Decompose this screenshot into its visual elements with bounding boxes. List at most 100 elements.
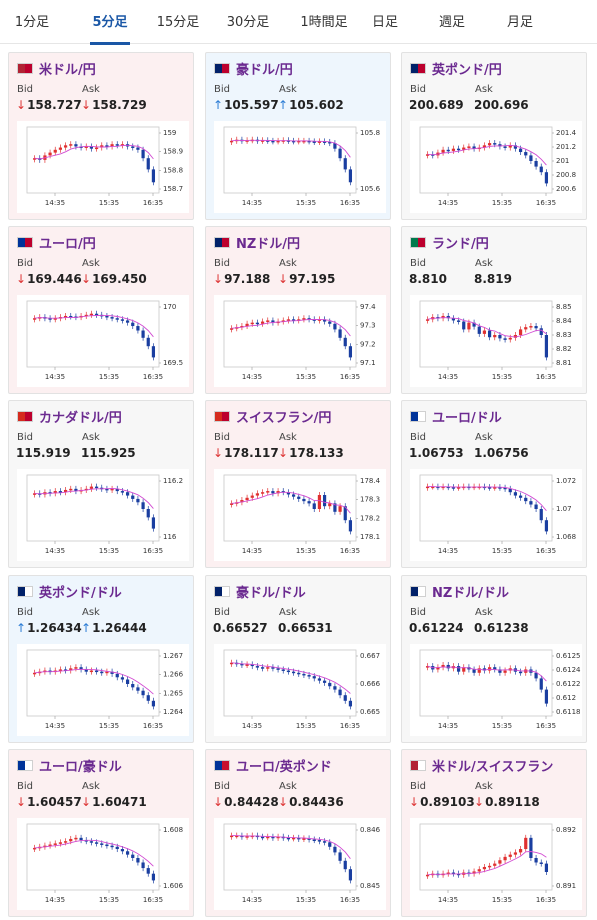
y-tick-label: 0.846 bbox=[360, 826, 381, 834]
currency-card[interactable]: ランド/円 Bid Ask 8.810 8.819 8.85 8.84 8.83 8.82 8.8… bbox=[401, 226, 587, 394]
candle bbox=[110, 488, 114, 491]
ask-value: 1.06756 bbox=[474, 446, 529, 460]
candle bbox=[524, 327, 528, 330]
currency-card[interactable]: 豪ドル/円 Bid Ask ↑105.597 ↑105.602 105.8 105.6 14:… bbox=[205, 52, 391, 220]
pair-name[interactable]: ユーロ/ドル bbox=[432, 410, 502, 426]
currency-card[interactable]: 米ドル/スイスフラン Bid Ask ↓0.89103 ↓0.89118 0.892 0.8… bbox=[401, 749, 587, 917]
tab-4[interactable]: 1時間足 bbox=[300, 15, 348, 30]
pair-name[interactable]: ユーロ/円 bbox=[39, 236, 96, 252]
candle bbox=[348, 869, 353, 881]
candle bbox=[529, 501, 533, 505]
moving-average-line bbox=[34, 488, 154, 509]
pair-name[interactable]: 豪ドル/円 bbox=[236, 62, 293, 78]
candle bbox=[250, 495, 254, 498]
currency-card[interactable]: 米ドル/円 Bid Ask ↓158.727 ↓158.729 159 158.9 158.8… bbox=[8, 52, 194, 220]
candle bbox=[271, 140, 275, 143]
currency-card[interactable]: ユーロ/豪ドル Bid Ask ↓1.60457 ↓1.60471 1.608 1.606 1… bbox=[8, 749, 194, 917]
candle bbox=[146, 509, 150, 518]
candle bbox=[151, 169, 156, 183]
pair-name[interactable]: 英ポンド/ドル bbox=[39, 585, 122, 601]
candle bbox=[297, 672, 301, 675]
pair-name[interactable]: NZドル/ドル bbox=[432, 585, 510, 601]
bid-label: Bid bbox=[17, 607, 33, 618]
y-tick-label: 201.4 bbox=[556, 129, 577, 137]
tab-3[interactable]: 30分足 bbox=[226, 15, 270, 30]
candle bbox=[255, 666, 260, 668]
y-tick-label: 0.891 bbox=[556, 882, 576, 890]
candle bbox=[74, 667, 78, 669]
ask-value: 97.195 bbox=[289, 272, 336, 286]
mini-chart[interactable]: 1.267 1.266 1.265 1.264 14:35 15:35 16:35 bbox=[17, 644, 189, 736]
currency-card[interactable]: NZドル/円 Bid Ask ↓97.188 ↓97.195 97.4 97.3 97.2 97… bbox=[205, 226, 391, 394]
tab-2[interactable]: 15分足 bbox=[156, 15, 200, 30]
currency-card[interactable]: ユーロ/円 Bid Ask ↓169.446 ↓169.450 170 169.5 14:35… bbox=[8, 226, 194, 394]
candle bbox=[89, 841, 94, 843]
candle bbox=[151, 346, 156, 358]
candle bbox=[146, 695, 150, 701]
mini-chart[interactable]: 170 169.5 14:35 15:35 16:35 bbox=[17, 295, 189, 387]
candle bbox=[229, 328, 234, 330]
candle bbox=[260, 667, 265, 669]
mini-chart[interactable]: 0.846 0.845 14:35 15:35 16:35 bbox=[214, 818, 386, 910]
pair-name[interactable]: 米ドル/円 bbox=[39, 62, 96, 78]
pair-name[interactable]: NZドル/円 bbox=[236, 236, 301, 252]
currency-card[interactable]: ユーロ/ドル Bid Ask 1.06753 1.06756 1.072 1.07 1.068… bbox=[401, 400, 587, 568]
candle bbox=[79, 667, 83, 670]
mini-chart[interactable]: 159 158.9 158.8 158.7 14:35 15:35 16:35 bbox=[17, 121, 189, 213]
mini-chart[interactable]: 0.667 0.666 0.665 14:35 15:35 16:35 bbox=[214, 644, 386, 736]
x-tick-label: 15:35 bbox=[99, 199, 119, 207]
currency-card[interactable]: 豪ドル/ドル Bid Ask 0.66527 0.66531 0.667 0.666 0.66… bbox=[205, 575, 391, 743]
candle bbox=[297, 319, 301, 321]
candle bbox=[136, 858, 140, 863]
x-tick-label: 16:35 bbox=[143, 722, 163, 730]
mini-chart[interactable]: 178.4 178.3 178.2 178.1 14:35 15:35 16:35 bbox=[214, 469, 386, 561]
candle bbox=[69, 315, 73, 318]
mini-chart[interactable]: 0.6125 0.6124 0.6122 0.612 0.6118 14:35 15:35 1… bbox=[410, 644, 582, 736]
pair-name[interactable]: カナダドル/円 bbox=[39, 410, 122, 426]
candle bbox=[456, 666, 461, 672]
mini-chart[interactable]: 1.608 1.606 14:35 15:35 16:35 bbox=[17, 818, 189, 910]
flag-icon bbox=[17, 62, 33, 74]
pair-name[interactable]: ユーロ/英ポンド bbox=[236, 759, 332, 775]
currency-card[interactable]: NZドル/ドル Bid Ask 0.61224 0.61238 0.6125 0.6124 0… bbox=[401, 575, 587, 743]
bid-value: 0.84428 bbox=[224, 795, 279, 809]
currency-card[interactable]: スイスフラン/円 Bid Ask ↓178.117 ↓178.133 178.4 178.3… bbox=[205, 400, 391, 568]
tab-5[interactable]: 日足 bbox=[371, 15, 398, 30]
currency-card[interactable]: ユーロ/英ポンド Bid Ask ↓0.84428 ↓0.84436 0.846 0.845… bbox=[205, 749, 391, 917]
flag-icon bbox=[410, 410, 426, 422]
tab-7[interactable]: 月足 bbox=[506, 15, 533, 30]
down-arrow-icon: ↓ bbox=[278, 446, 289, 460]
candle bbox=[291, 671, 296, 674]
currency-card[interactable]: 英ポンド/円 Bid Ask 200.689 200.696 201.4 201.2 201 2… bbox=[401, 52, 587, 220]
pair-name[interactable]: 英ポンド/円 bbox=[432, 62, 502, 78]
pair-name[interactable]: スイスフラン/円 bbox=[236, 410, 332, 426]
candlestick-chart: 116.2 116 14:35 15:35 16:35 bbox=[26, 474, 183, 555]
candle bbox=[302, 838, 306, 840]
pair-name[interactable]: ランド/円 bbox=[432, 236, 489, 252]
candle bbox=[456, 873, 461, 876]
bid-label: Bid bbox=[410, 607, 426, 618]
mini-chart[interactable]: 97.4 97.3 97.2 97.1 14:35 15:35 16:35 bbox=[214, 295, 386, 387]
x-tick-label: 14:35 bbox=[438, 199, 458, 207]
pair-name[interactable]: ユーロ/豪ドル bbox=[39, 759, 122, 775]
candle bbox=[74, 837, 78, 840]
mini-chart[interactable]: 201.4 201.2 201 200.8 200.6 14:35 15:35 16:35 bbox=[410, 121, 582, 213]
candle bbox=[534, 326, 538, 329]
tab-1[interactable]: 5分足 bbox=[84, 0, 136, 45]
moving-average-line bbox=[231, 491, 351, 514]
currency-card[interactable]: 英ポンド/ドル Bid Ask ↑1.26434 ↑1.26444 1.267 1.266 1… bbox=[8, 575, 194, 743]
candle bbox=[146, 868, 150, 874]
candle bbox=[487, 330, 492, 338]
card-header: ユーロ/英ポンド bbox=[214, 757, 332, 775]
mini-chart[interactable]: 8.85 8.84 8.83 8.82 8.81 14:35 15:35 16:35 bbox=[410, 295, 582, 387]
currency-card[interactable]: カナダドル/円 Bid Ask 115.919 115.925 116.2 116 14:35… bbox=[8, 400, 194, 568]
pair-name[interactable]: 米ドル/スイスフラン bbox=[432, 759, 554, 775]
candle bbox=[333, 323, 337, 330]
tab-0[interactable]: 1分足 bbox=[14, 15, 50, 30]
tab-6[interactable]: 週足 bbox=[438, 15, 465, 30]
mini-chart[interactable]: 1.072 1.07 1.068 14:35 15:35 16:35 bbox=[410, 469, 582, 561]
mini-chart[interactable]: 0.892 0.891 14:35 15:35 16:35 bbox=[410, 818, 582, 910]
mini-chart[interactable]: 105.8 105.6 14:35 15:35 16:35 bbox=[214, 121, 386, 213]
pair-name[interactable]: 豪ドル/ドル bbox=[236, 585, 306, 601]
mini-chart[interactable]: 116.2 116 14:35 15:35 16:35 bbox=[17, 469, 189, 561]
